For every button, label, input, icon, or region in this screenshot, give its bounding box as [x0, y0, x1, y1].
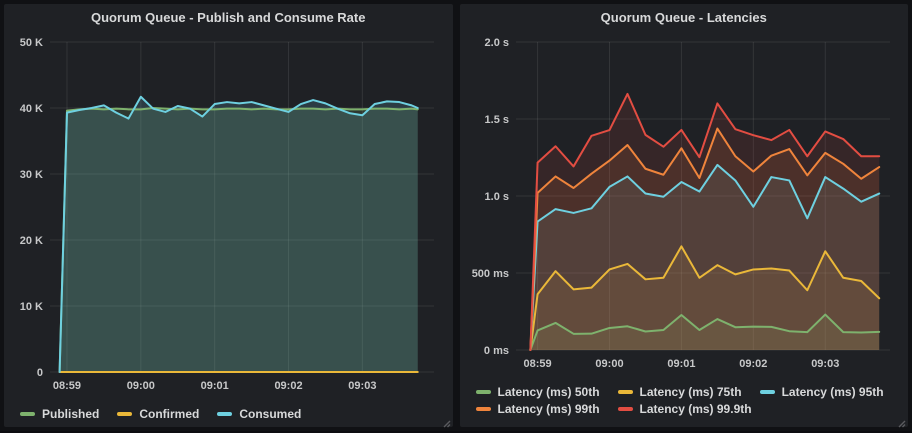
series-fill-published	[59, 108, 418, 372]
legend-color-dash-latency-ms-50th	[475, 390, 491, 394]
y-axis-tick-label: 0	[37, 367, 43, 379]
x-axis-tick-label: 08:59	[523, 358, 551, 370]
resize-corner-icon	[443, 420, 450, 428]
series-fill-latency-ms-95th	[529, 164, 879, 350]
x-axis-tick-label: 08:59	[53, 380, 81, 392]
legend-item-latency-ms-95th[interactable]: Latency (ms) 95th	[759, 385, 884, 399]
legend-label-consumed: Consumed	[239, 407, 302, 421]
y-axis-tick-label: 1.0 s	[484, 191, 508, 203]
y-axis-tick-label: 40 K	[20, 103, 43, 115]
legend-label-latency-ms-75th: Latency (ms) 75th	[639, 385, 742, 399]
legend-item-latency-ms-99th[interactable]: Latency (ms) 99th	[475, 402, 600, 416]
legend-color-dash-latency-ms-95th	[759, 390, 775, 394]
x-axis-tick-label: 09:03	[348, 380, 376, 392]
panel-publish-consume-rate: Quorum Queue - Publish and Consume Rate …	[4, 4, 453, 428]
panel-resize-handle[interactable]	[896, 415, 906, 428]
legend-item-published[interactable]: Published	[20, 407, 99, 421]
legend-color-dash-consumed	[217, 412, 233, 416]
legend-item-confirmed[interactable]: Confirmed	[117, 407, 199, 421]
y-axis-tick-label: 20 K	[20, 235, 43, 247]
series-fill-latency-ms-99-9th	[529, 93, 879, 350]
legend-color-dash-confirmed	[117, 412, 133, 416]
series-line-latency-ms-95th[interactable]	[528, 163, 880, 351]
panel-title-publish-consume[interactable]: Quorum Queue - Publish and Consume Rate	[91, 10, 366, 25]
series-fill-consumed	[59, 96, 418, 372]
legend-item-consumed[interactable]: Consumed	[217, 407, 301, 421]
legend-color-dash-latency-ms-99th	[475, 407, 491, 411]
x-axis-tick-label: 09:00	[127, 380, 155, 392]
chart-area-publish-consume: 0 10 K 20 K 30 K 40 K 50 K 08:59 09:00 09:01 09:0…	[4, 30, 453, 405]
legend-label-published: Published	[42, 407, 100, 421]
panel-title-latencies[interactable]: Quorum Queue - Latencies	[600, 10, 767, 25]
legend-item-latency-ms-99-9th[interactable]: Latency (ms) 99.9th	[617, 402, 752, 416]
legend-item-latency-ms-50th[interactable]: Latency (ms) 50th	[475, 385, 600, 399]
legend-label-latency-ms-95th: Latency (ms) 95th	[781, 385, 884, 399]
y-axis-tick-label: 0 ms	[483, 345, 508, 357]
y-axis-tick-label: 10 K	[20, 301, 43, 313]
resize-corner-icon	[898, 420, 906, 428]
y-axis-tick-label: 500 ms	[471, 268, 508, 280]
series-line-consumed[interactable]	[58, 95, 419, 373]
series-line-latency-ms-99th[interactable]	[528, 127, 880, 351]
x-axis-tick-label: 09:01	[201, 380, 229, 392]
x-axis-tick-label: 09:02	[274, 380, 302, 392]
legend-color-dash-latency-ms-75th	[617, 390, 633, 394]
x-axis-tick-label: 09:00	[595, 358, 623, 370]
y-axis-tick-label: 2.0 s	[484, 37, 508, 49]
series-line-latency-ms-50th[interactable]	[528, 313, 880, 351]
legend-label-latency-ms-99-9th: Latency (ms) 99.9th	[639, 402, 752, 416]
legend-latencies: Latency (ms) 50th Latency (ms) 75th Latenc…	[460, 383, 909, 427]
chart-area-latencies: 0 ms 500 ms 1.0 s 1.5 s 2.0 s 08:59 09:00 09:01…	[460, 30, 909, 383]
x-axis-tick-label: 09:03	[811, 358, 839, 370]
y-axis-tick-label: 50 K	[20, 37, 43, 49]
series-fill-latency-ms-50th	[529, 314, 879, 350]
panel-latencies: Quorum Queue - Latencies 0 ms 500 ms 1.0 s…	[459, 4, 909, 428]
y-axis-tick-label: 1.5 s	[484, 114, 508, 126]
legend-publish-consume: Published Confirmed Consumed	[4, 405, 453, 427]
publish-consume-rate-chart[interactable]: 0 10 K 20 K 30 K 40 K 50 K 08:59 09:00 09:01 09:0…	[4, 30, 452, 400]
series-line-latency-ms-99-9th[interactable]	[528, 92, 880, 351]
series-fill-latency-ms-75th	[529, 246, 879, 350]
legend-label-latency-ms-99th: Latency (ms) 99th	[497, 402, 600, 416]
legend-label-confirmed: Confirmed	[139, 407, 200, 421]
legend-label-latency-ms-50th: Latency (ms) 50th	[497, 385, 600, 399]
series-line-latency-ms-75th[interactable]	[528, 245, 880, 351]
legend-color-dash-latency-ms-99-9th	[617, 407, 633, 411]
legend-color-dash-published	[20, 412, 35, 416]
x-axis-tick-label: 09:02	[739, 358, 767, 370]
latencies-chart[interactable]: 0 ms 500 ms 1.0 s 1.5 s 2.0 s 08:59 09:00 09:01…	[460, 30, 908, 378]
y-axis-tick-label: 30 K	[20, 169, 43, 181]
x-axis-tick-label: 09:01	[667, 358, 695, 370]
panel-resize-handle[interactable]	[441, 415, 451, 428]
series-line-published[interactable]	[58, 107, 419, 373]
legend-item-latency-ms-75th[interactable]: Latency (ms) 75th	[617, 385, 742, 399]
